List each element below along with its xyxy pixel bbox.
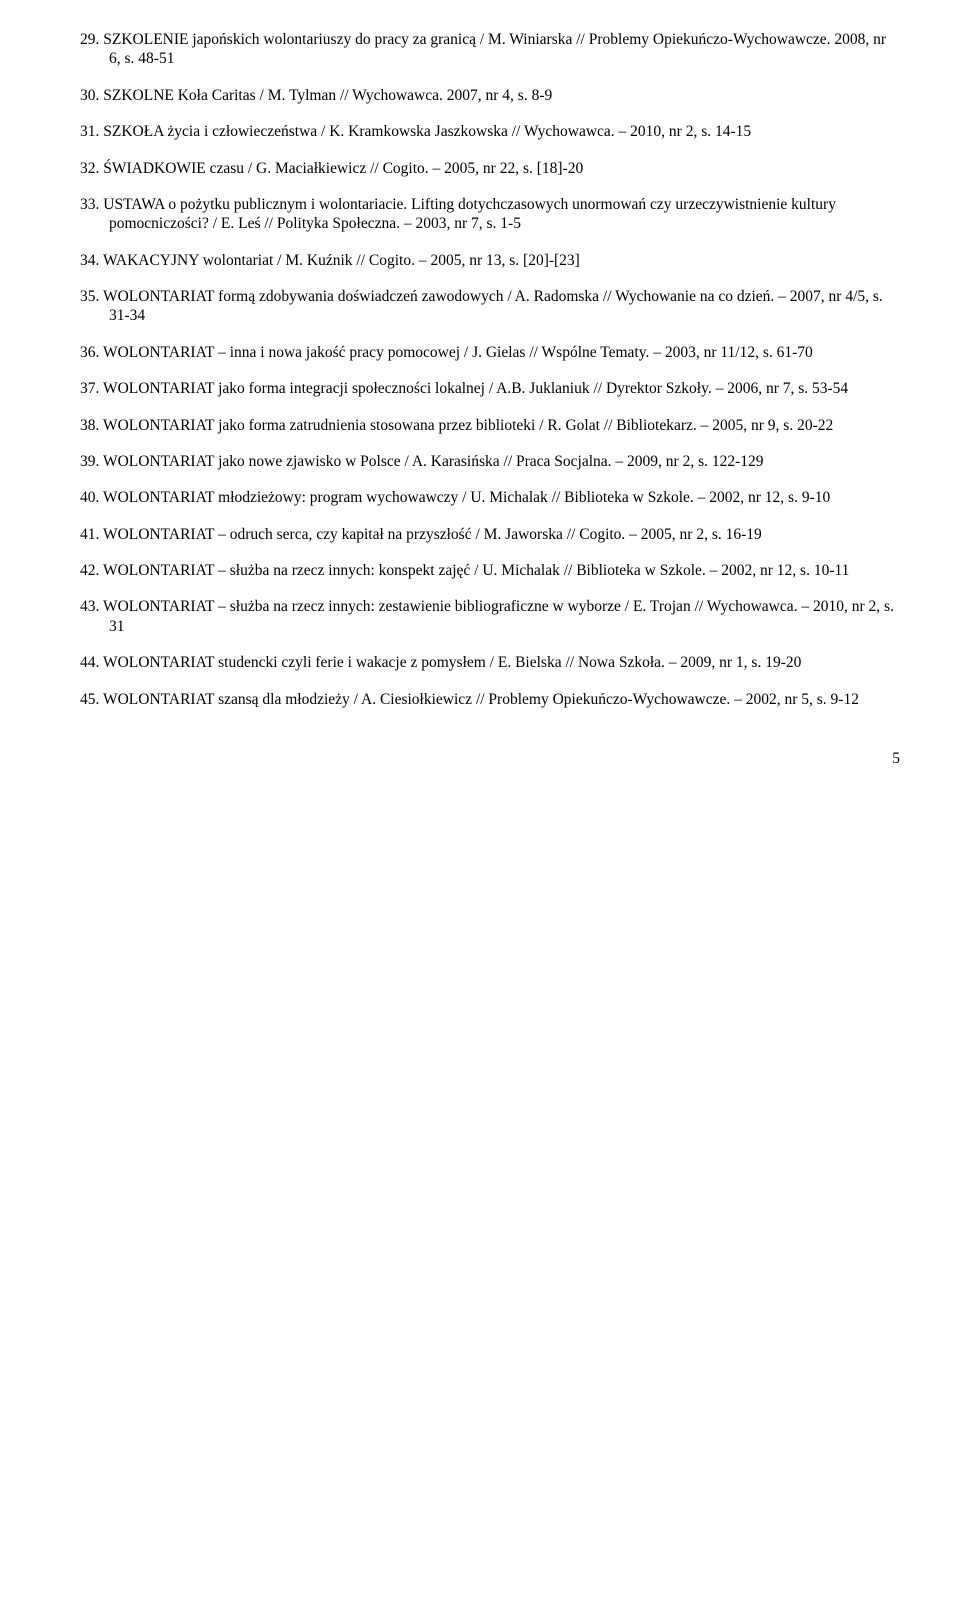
- page-number: 5: [80, 749, 900, 768]
- entry-text: 31. SZKOŁA życia i człowieczeństwa / K. …: [80, 122, 900, 141]
- bibliography-entry: 43. WOLONTARIAT – służba na rzecz innych…: [80, 597, 900, 636]
- entry-text: 41. WOLONTARIAT – odruch serca, czy kapi…: [80, 525, 900, 544]
- bibliography-entry: 31. SZKOŁA życia i człowieczeństwa / K. …: [80, 122, 900, 141]
- bibliography-entry: 44. WOLONTARIAT studencki czyli ferie i …: [80, 653, 900, 672]
- entry-text: 36. WOLONTARIAT – inna i nowa jakość pra…: [80, 343, 900, 362]
- entry-text: 40. WOLONTARIAT młodzieżowy: program wyc…: [80, 488, 900, 507]
- entry-text: 35. WOLONTARIAT formą zdobywania doświad…: [80, 287, 900, 326]
- bibliography-entry: 37. WOLONTARIAT jako forma integracji sp…: [80, 379, 900, 398]
- bibliography-entry: 29. SZKOLENIE japońskich wolontariuszy d…: [80, 30, 900, 69]
- entry-text: 33. USTAWA o pożytku publicznym i wolont…: [80, 195, 900, 234]
- entry-text: 29. SZKOLENIE japońskich wolontariuszy d…: [80, 30, 900, 69]
- entry-text: 39. WOLONTARIAT jako nowe zjawisko w Pol…: [80, 452, 900, 471]
- bibliography-entry: 39. WOLONTARIAT jako nowe zjawisko w Pol…: [80, 452, 900, 471]
- entry-text: 34. WAKACYJNY wolontariat / M. Kuźnik //…: [80, 251, 900, 270]
- entry-text: 38. WOLONTARIAT jako forma zatrudnienia …: [80, 416, 900, 435]
- bibliography-entry: 33. USTAWA o pożytku publicznym i wolont…: [80, 195, 900, 234]
- bibliography-entry: 45. WOLONTARIAT szansą dla młodzieży / A…: [80, 690, 900, 709]
- entry-text: 37. WOLONTARIAT jako forma integracji sp…: [80, 379, 900, 398]
- entry-text: 32. ŚWIADKOWIE czasu / G. Maciałkiewicz …: [80, 159, 900, 178]
- entry-text: 42. WOLONTARIAT – służba na rzecz innych…: [80, 561, 900, 580]
- entry-text: 43. WOLONTARIAT – służba na rzecz innych…: [80, 597, 900, 636]
- bibliography-entry: 41. WOLONTARIAT – odruch serca, czy kapi…: [80, 525, 900, 544]
- bibliography-entry: 32. ŚWIADKOWIE czasu / G. Maciałkiewicz …: [80, 159, 900, 178]
- bibliography-entry: 30. SZKOLNE Koła Caritas / M. Tylman // …: [80, 86, 900, 105]
- bibliography-entry: 42. WOLONTARIAT – służba na rzecz innych…: [80, 561, 900, 580]
- entry-text: 44. WOLONTARIAT studencki czyli ferie i …: [80, 653, 900, 672]
- bibliography-entry: 40. WOLONTARIAT młodzieżowy: program wyc…: [80, 488, 900, 507]
- bibliography-entry: 36. WOLONTARIAT – inna i nowa jakość pra…: [80, 343, 900, 362]
- bibliography-entry: 35. WOLONTARIAT formą zdobywania doświad…: [80, 287, 900, 326]
- bibliography-list: 29. SZKOLENIE japońskich wolontariuszy d…: [80, 30, 900, 709]
- entry-text: 45. WOLONTARIAT szansą dla młodzieży / A…: [80, 690, 900, 709]
- bibliography-entry: 38. WOLONTARIAT jako forma zatrudnienia …: [80, 416, 900, 435]
- entry-text: 30. SZKOLNE Koła Caritas / M. Tylman // …: [80, 86, 900, 105]
- bibliography-entry: 34. WAKACYJNY wolontariat / M. Kuźnik //…: [80, 251, 900, 270]
